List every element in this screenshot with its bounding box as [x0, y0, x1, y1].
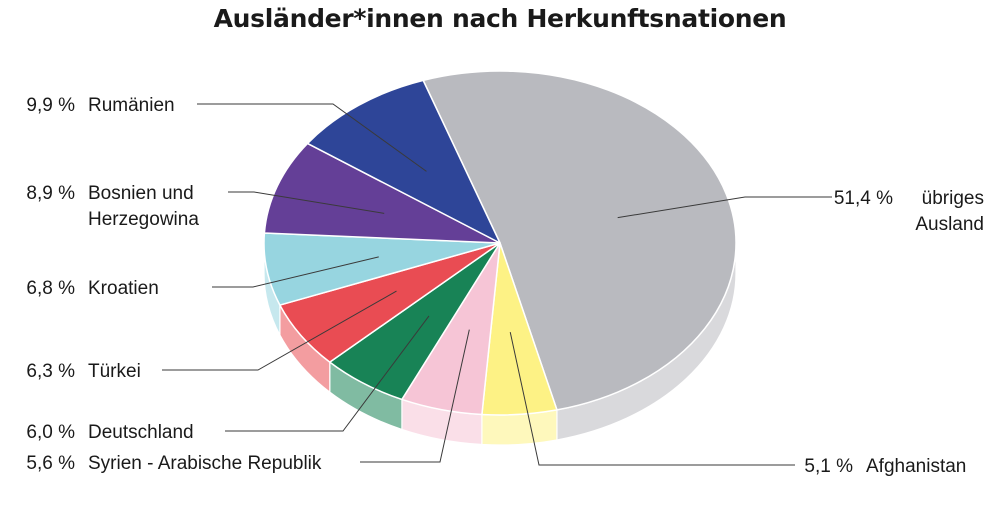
slice-uebriges	[422, 70, 737, 411]
slice-percent-bosnien-und: 8,9 %	[26, 183, 75, 204]
slice-label-bosnien-und-line2: Herzegowina	[88, 209, 199, 230]
leader-line-tuerkei	[162, 290, 397, 371]
leader-lines	[162, 103, 832, 466]
slice-label-tuerkei: Türkei	[88, 361, 141, 382]
slice-percent-tuerkei: 6,3 %	[26, 361, 75, 382]
leader-line-bosnien-und	[228, 191, 385, 214]
slice-rumaenien	[306, 79, 501, 244]
slice-label-syrien-arabische-republik: Syrien - Arabische Republik	[88, 453, 322, 474]
leader-line-uebriges	[617, 196, 832, 219]
slice-bosnien-und	[263, 142, 501, 244]
slice-label-bosnien-und: Bosnien und	[88, 183, 194, 204]
slice-label-kroatien: Kroatien	[88, 278, 159, 299]
slice-percent-uebriges: 51,4 %	[834, 188, 893, 209]
leader-line-deutschland	[225, 315, 430, 432]
leader-line-syrien-arabische-republik	[360, 329, 470, 463]
slice-label-uebriges: übriges	[922, 188, 984, 209]
slice-percent-kroatien: 6,8 %	[26, 278, 75, 299]
slice-label-uebriges-line2: Ausland	[915, 214, 984, 235]
pie-slices	[263, 70, 737, 416]
slice-labels: 51,4 % übriges Ausland 5,1 % Afghanistan 5,6 …	[26, 95, 984, 477]
slice-label-deutschland: Deutschland	[88, 422, 194, 443]
leader-line-afghanistan	[509, 332, 795, 466]
slice-percent-afghanistan: 5,1 %	[804, 456, 853, 477]
slice-percent-rumaenien: 9,9 %	[26, 95, 75, 116]
slice-label-rumaenien: Rumänien	[88, 95, 175, 116]
chart-title: Ausländer*innen nach Herkunftsnationen	[213, 4, 787, 33]
leader-line-kroatien	[212, 256, 379, 288]
leader-line-rumaenien	[197, 103, 427, 172]
slice-percent-deutschland: 6,0 %	[26, 422, 75, 443]
slice-label-afghanistan: Afghanistan	[866, 456, 966, 477]
slice-percent-syrien-arabische-republik: 5,6 %	[26, 453, 75, 474]
